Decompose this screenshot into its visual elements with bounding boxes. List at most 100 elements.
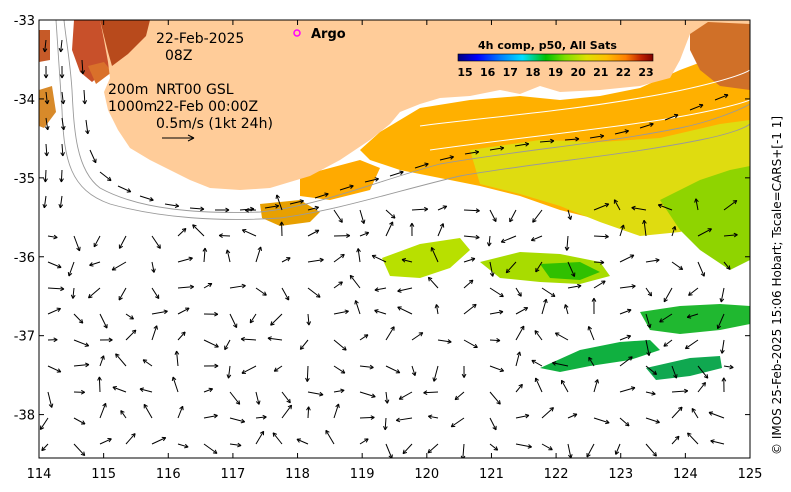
velocity-arrow (281, 257, 291, 263)
sst-patch-south-green-2 (646, 356, 722, 380)
velocity-arrow (142, 359, 153, 367)
x-axis: 114 115 116 117 118 119 120 121 122 123 124 125 (27, 20, 762, 482)
velocity-arrow (671, 406, 683, 419)
colorbar-tick-label: 18 (525, 66, 540, 79)
velocity-arrow (202, 247, 208, 263)
velocity-arrow (125, 433, 136, 445)
velocity-arrow (515, 325, 525, 341)
velocity-arrow (509, 209, 517, 223)
depth-label-200m: 200m (108, 82, 148, 98)
x-tick-label: 122 (544, 467, 569, 482)
velocity-arrow (489, 287, 504, 298)
velocity-arrow (384, 391, 390, 404)
velocity-arrow (697, 365, 709, 379)
x-tick-label: 121 (479, 467, 504, 482)
velocity-arrow (307, 205, 320, 211)
velocity-arrow (486, 235, 492, 247)
velocity-arrow (671, 261, 684, 271)
velocity-arrow (567, 261, 576, 277)
velocity-arrow (151, 436, 167, 445)
velocity-arrow (515, 287, 522, 297)
velocity-arrow (255, 391, 261, 405)
velocity-arrow (226, 365, 232, 379)
velocity-arrow (515, 307, 529, 315)
colorbar-tick-label: 19 (548, 66, 563, 79)
velocity-arrow (359, 438, 369, 445)
velocity-arrow (619, 386, 636, 393)
velocity-arrow (281, 287, 290, 301)
velocity-arrow (70, 287, 76, 299)
velocity-arrow (398, 391, 413, 400)
velocity-arrow (354, 300, 361, 315)
velocity-arrow (489, 145, 505, 151)
velocity-arrow (463, 303, 477, 315)
land-west-coast-red (100, 20, 150, 66)
velocity-arrow (567, 283, 582, 289)
velocity-arrow (414, 162, 429, 169)
velocity-arrow (364, 177, 379, 183)
velocity-arrow (631, 205, 647, 211)
velocity-arrow (385, 365, 401, 374)
velocity-arrow (691, 408, 699, 419)
sst-patch-coast-orange (300, 160, 380, 200)
velocity-arrow (564, 235, 570, 251)
velocity-arrow (99, 438, 112, 445)
velocity-arrow (151, 261, 156, 273)
velocity-arrow (645, 417, 660, 424)
velocity-arrow (461, 365, 467, 378)
sst-patch-mid-green (540, 262, 600, 280)
velocity-arrow (688, 287, 699, 296)
velocity-scale-arrow (162, 134, 195, 142)
y-tick-label: -35 (14, 172, 35, 187)
velocity-arrow (99, 171, 112, 182)
velocity-arrow (587, 326, 595, 341)
velocity-arrow (567, 209, 573, 220)
velocity-arrow (47, 307, 61, 315)
colorbar-tick-label: 21 (593, 66, 608, 79)
velocity-arrow (374, 287, 387, 292)
velocity-arrow (42, 39, 48, 53)
velocity-arrow (43, 65, 49, 79)
velocity-arrow (530, 235, 543, 242)
velocity-arrow (593, 234, 609, 239)
velocity-arrow (171, 376, 179, 393)
date-label: 22-Feb-2025 (156, 31, 244, 47)
sst-patch-south-green (540, 340, 660, 372)
colorbar-tick-label: 17 (503, 66, 518, 79)
velocity-arrow (249, 313, 257, 324)
velocity-arrow (151, 325, 158, 341)
velocity-arrow (689, 103, 704, 111)
velocity-arrow (514, 141, 530, 147)
velocity-arrow (73, 313, 84, 324)
sst-patch-west-coast-mid (88, 62, 112, 84)
velocity-arrow (534, 330, 543, 341)
velocity-arrow (593, 260, 605, 265)
velocity-arrow (359, 415, 375, 420)
x-tick-label: 124 (673, 467, 698, 482)
velocity-arrow (411, 206, 429, 212)
velocity-arrow (307, 229, 320, 237)
y-tick-label: -38 (14, 409, 35, 424)
velocity-arrow (589, 133, 605, 139)
velocity-arrow (374, 309, 387, 315)
velocity-arrow (428, 414, 439, 420)
velocity-arrow (645, 443, 657, 457)
velocity-arrow (111, 261, 127, 271)
x-tick-label: 123 (608, 467, 633, 482)
colorbar-tick-label: 22 (616, 66, 631, 79)
velocity-arrow (591, 297, 597, 315)
velocity-arrow (307, 391, 324, 397)
velocity-arrow (177, 284, 194, 290)
velocity-arrow (619, 334, 632, 341)
velocity-arrow (588, 356, 595, 367)
velocity-arrow (73, 235, 81, 252)
velocity-arrow (289, 199, 304, 205)
colorbar-tick-label: 16 (480, 66, 496, 79)
velocity-arrow (645, 287, 653, 297)
velocity-arrow (541, 298, 548, 315)
velocity-arrow (229, 313, 238, 329)
velocity-arrow (305, 365, 310, 382)
velocity-arrow (567, 413, 578, 419)
velocity-arrow (151, 235, 161, 249)
velocity-arrow (89, 149, 97, 164)
